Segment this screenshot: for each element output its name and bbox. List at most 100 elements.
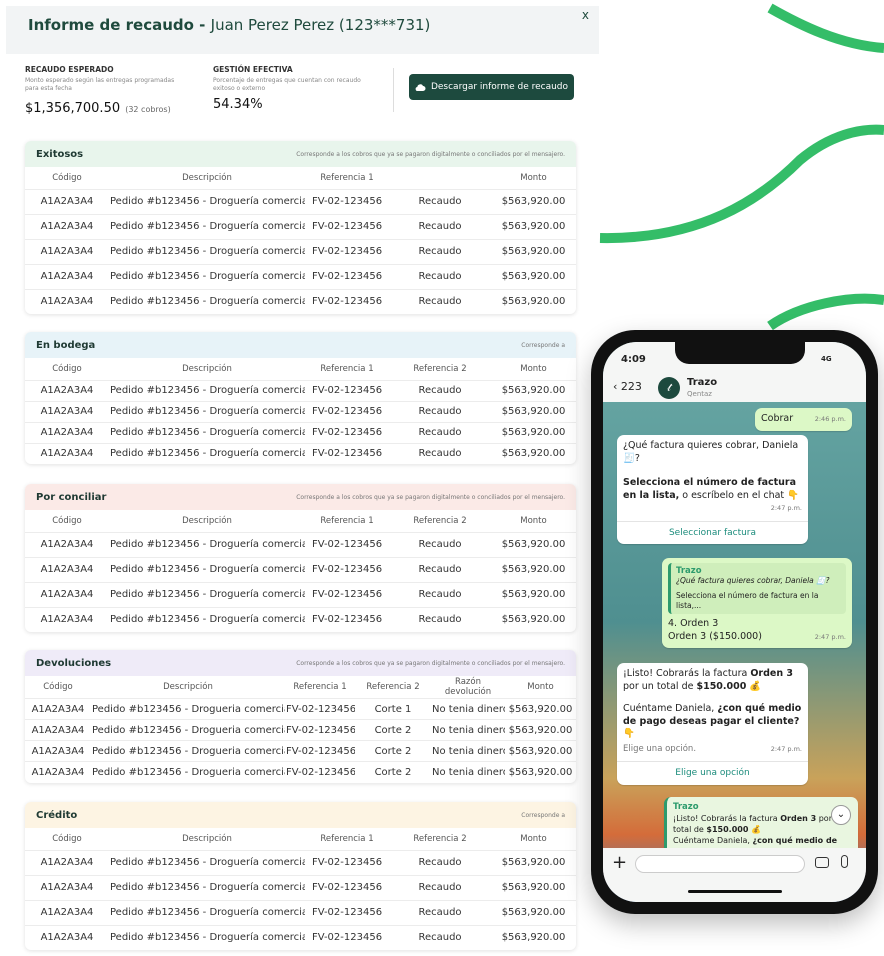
table-cell: Recaudo (389, 421, 491, 443)
column-header: Referencia 1 (320, 363, 374, 374)
table-cell: A1A2A3A4 (25, 263, 109, 289)
message-time: 2:47 p.m. (814, 632, 846, 641)
section-title: Devoluciones (36, 657, 112, 669)
quoted-message: Trazo ¿Qué factura quieres cobrar, Danie… (668, 563, 846, 614)
column-header: Monto (520, 172, 547, 183)
header-row: Código Descripción Referencia 1 Referencia … (25, 676, 576, 699)
table-cell: FV-02-123456 (285, 740, 355, 762)
table-cell: Recaudo (389, 400, 491, 422)
section-note: Corresponde a (521, 341, 565, 349)
table-cell: $563,920.00 (505, 740, 576, 762)
table-cell: Pedido #b123456 - Droguería comercia... (109, 899, 305, 925)
header-row: Código Descripción Referencia 1 Referencia … (25, 358, 576, 380)
table-cell: FV-02-123456 (305, 213, 389, 239)
summary-label: GESTIÓN EFECTIVA (213, 65, 293, 74)
table-cell: Recaudo (389, 556, 491, 582)
column-header: Referencia 1 (320, 515, 374, 526)
table-row: A1A2A3A4 Pedido #b123456 - Droguería come… (25, 188, 576, 214)
table-cell: FV-02-123456 (305, 421, 389, 443)
table-cell: A1A2A3A4 (25, 874, 109, 900)
table-cell: $563,920.00 (491, 213, 576, 239)
column-header: Código (52, 833, 82, 844)
table-cell: FV-02-123456 (305, 556, 389, 582)
table-cell: FV-02-123456 (305, 400, 389, 422)
table-cell: FV-02-123456 (305, 849, 389, 875)
notch (675, 342, 805, 364)
section-note: Corresponde a los cobros que ya se pagar… (296, 150, 565, 158)
table-cell: $563,920.00 (491, 849, 576, 875)
choose-option-button[interactable]: Elige una opción (617, 761, 808, 780)
table-cell: Pedido #b123456 - Droguería comercia... (109, 581, 305, 607)
status-time: 4:09 (621, 354, 646, 365)
table-cell: Pedido #b123456 - Droguería comercia... (109, 924, 305, 950)
section-note: Corresponde a los cobros que ya se pagar… (296, 659, 565, 667)
section-title: En bodega (36, 339, 96, 351)
message-input[interactable] (635, 855, 805, 873)
table-cell: FV-02-123456 (305, 379, 389, 401)
table-row: A1A2A3A4 Pedido #b123456 - Droguería come… (25, 442, 576, 464)
download-button[interactable]: Descargar informe de recaudo (409, 74, 574, 100)
column-header: Referencia 2 (413, 833, 467, 844)
quote-text: ¿Qué factura quieres cobrar, Daniela 🧾? (676, 576, 830, 585)
table-row: A1A2A3A4 Pedido #b123456 - Droguería come… (25, 263, 576, 289)
table-cell: Pedido #b123456 - Droguería comercia... (109, 442, 305, 464)
table-cell: Recaudo (389, 874, 491, 900)
table-cell: A1A2A3A4 (25, 288, 109, 314)
column-header: Descripción (182, 833, 232, 844)
table-cell: Corte 2 (355, 719, 431, 741)
table-cell: A1A2A3A4 (25, 400, 109, 422)
table-cell: FV-02-123456 (285, 698, 355, 720)
network: 4G (821, 355, 832, 363)
message-time: 2:47 p.m. (770, 744, 802, 753)
table-row: A1A2A3A4 Pedido #b123456 - Drogueria come… (25, 740, 576, 762)
table-section: En bodega Corresponde a Código Descripción R… (25, 332, 576, 464)
section-title: Crédito (36, 809, 78, 821)
table-cell: A1A2A3A4 (25, 531, 109, 557)
preview-text: Cuéntame Daniela, (673, 836, 753, 845)
select-invoice-button[interactable]: Seleccionar factura (617, 520, 808, 540)
mic-button[interactable] (841, 855, 848, 868)
table-cell: A1A2A3A4 (25, 581, 109, 607)
table-cell: Pedido #b123456 - Droguería comercia... (109, 849, 305, 875)
camera-button[interactable] (815, 857, 829, 868)
table-cell: A1A2A3A4 (25, 379, 109, 401)
table-cell: $563,920.00 (491, 379, 576, 401)
section-header: Por conciliar Corresponde a los cobros qu… (25, 484, 576, 510)
plus-button[interactable]: + (612, 852, 628, 873)
section-title: Por conciliar (36, 491, 107, 503)
close-button[interactable]: x (581, 8, 589, 22)
table-row: A1A2A3A4 Pedido #b123456 - Droguería come… (25, 288, 576, 314)
table-row: A1A2A3A4 Pedido #b123456 - Droguería come… (25, 606, 576, 632)
message-time: 2:46 p.m. (814, 415, 846, 423)
table-cell: $563,920.00 (491, 263, 576, 289)
title: Informe de recaudo - Juan Perez Perez (1… (28, 16, 430, 34)
back[interactable]: ‹ 223 (613, 380, 642, 393)
table-cell: Pedido #b123456 - Droguería comercia... (109, 874, 305, 900)
table-cell: Pedido #b123456 - Droguería comercia... (109, 263, 305, 289)
scroll-down-button[interactable]: ⌄ (831, 805, 851, 825)
column-header: Referencia 1 (293, 682, 347, 692)
table-cell: Pedido #b123456 - Droguería comercia... (109, 379, 305, 401)
message-bold: ¿con qué medio de pago deseas pagar el c… (623, 703, 802, 727)
message-bold: Orden 3 (750, 668, 794, 679)
column-header: Monto (520, 363, 547, 374)
table-cell: Recaudo (389, 188, 491, 214)
table-row: A1A2A3A4 Pedido #b123456 - Droguería come… (25, 379, 576, 401)
table-cell: Pedido #b123456 - Drogueria comercia... (91, 761, 285, 783)
table-cell: A1A2A3A4 (25, 849, 109, 875)
column-header: Código (52, 515, 82, 526)
table-row: A1A2A3A4 Pedido #b123456 - Drogueria come… (25, 719, 576, 741)
preview-bold: $150.000 (706, 825, 749, 834)
table-cell: $563,920.00 (491, 421, 576, 443)
column-header: Referencia 2 (366, 682, 420, 692)
message-text: 4. Orden 3 (668, 618, 719, 629)
table-cell: $563,920.00 (491, 531, 576, 557)
table-cell: A1A2A3A4 (25, 740, 91, 762)
table-cell: FV-02-123456 (305, 531, 389, 557)
column-header: Descripción (163, 682, 213, 692)
message-text: Cuéntame Daniela, (623, 703, 718, 714)
column-header: Referencia 1 (320, 172, 374, 183)
table-row: A1A2A3A4 Pedido #b123456 - Droguería come… (25, 581, 576, 607)
section-header: En bodega Corresponde a (25, 332, 576, 358)
table: Código Descripción Referencia 1 Referencia … (25, 676, 576, 783)
